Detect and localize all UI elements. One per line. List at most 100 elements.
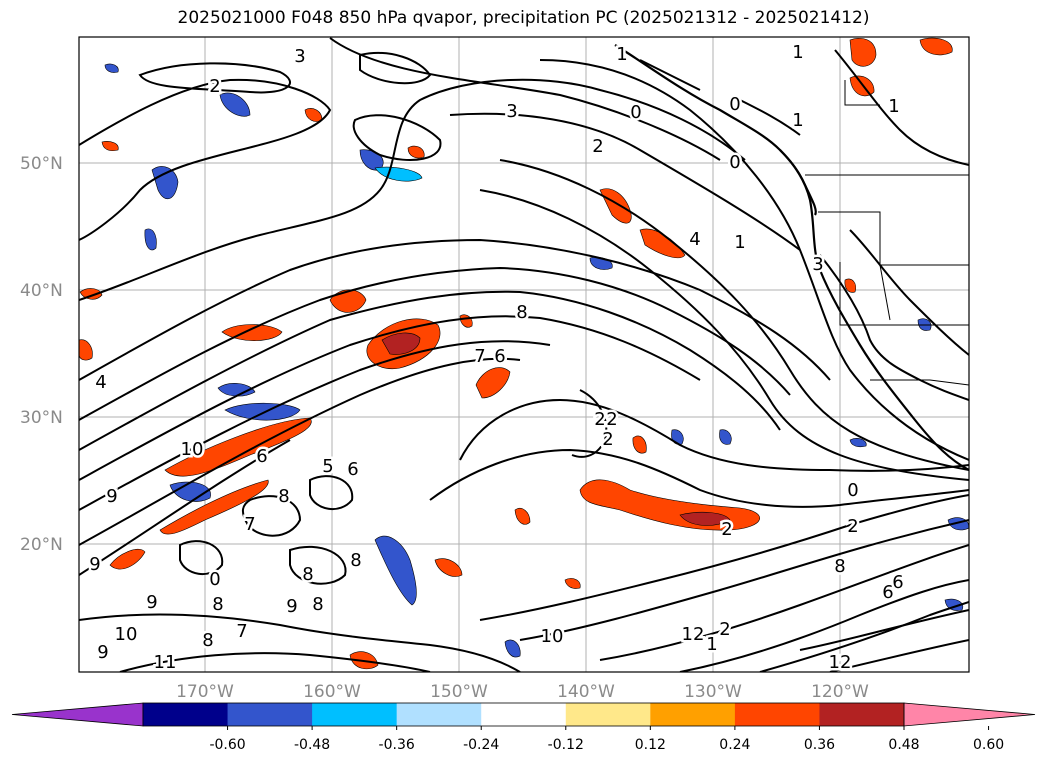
precip-blob (109, 548, 146, 570)
contour-label-halo: 7 (474, 346, 485, 367)
contour-label-halo: 12 (682, 624, 705, 645)
colorbar-extend-low (11, 702, 144, 727)
contour-label-halo: 9 (106, 486, 117, 507)
contour-label-halo: 0 (847, 480, 858, 501)
contour-line (359, 51, 432, 85)
colorbar-segment (312, 703, 398, 726)
colorbar-segment (650, 703, 736, 726)
precip-blob (151, 166, 179, 200)
colorbar-tick-label: 0.12 (635, 737, 666, 753)
contour-label-halo: 8 (516, 302, 527, 323)
contour-label-halo: 2 (721, 519, 732, 540)
precip-blob (374, 535, 417, 606)
map-area (79, 37, 969, 672)
contour-label: 0 (729, 94, 740, 115)
contour-line (79, 78, 332, 241)
contour-label: 4 (689, 229, 700, 250)
state-border (879, 264, 891, 321)
contour-label-halo: 9 (89, 554, 100, 575)
contour-line (329, 37, 721, 161)
precip-blob (434, 558, 463, 577)
precip-band (159, 479, 269, 535)
contour-label-halo: 0 (729, 152, 740, 173)
colorbar-segment (734, 703, 820, 726)
contour-label-halo: 2 (602, 429, 613, 450)
state-border (839, 262, 969, 326)
precip-blob (679, 511, 731, 526)
contour-line (119, 652, 431, 672)
map-frame (78, 36, 970, 673)
contour-line (79, 238, 831, 381)
contour-label-halo: 4 (95, 372, 106, 393)
contour-label: 1 (888, 96, 899, 117)
contour-label-halo: 2 (719, 619, 730, 640)
contour-label: 2 (719, 619, 730, 640)
contour-label: 8 (834, 556, 845, 577)
contour-label: 12 (682, 624, 705, 645)
contour-label: 1 (734, 232, 745, 253)
precip-blob (719, 429, 732, 445)
contour-label: 10 (181, 439, 204, 460)
contour-label-halo: 1 (616, 44, 627, 65)
colorbar-segment (227, 703, 313, 726)
contour-line (829, 639, 969, 672)
colorbar-segment (819, 703, 905, 726)
contour-line (352, 114, 442, 161)
contour-label-halo: 7 (244, 514, 255, 535)
contour-label-halo: 10 (541, 626, 564, 647)
contour-label: 2 (847, 516, 858, 537)
contour-label-halo: 9 (97, 642, 108, 663)
precip-blob (144, 228, 157, 251)
contour-line (679, 579, 969, 672)
contour-label-halo: 6 (347, 459, 358, 480)
contour-label: 5 (322, 456, 333, 477)
contour-label: 9 (89, 554, 100, 575)
contour-label-halo: 6 (494, 346, 505, 367)
colorbar-tick-label: -0.60 (209, 737, 245, 753)
contour-label-halo: 12 (829, 652, 852, 673)
contour-line (834, 49, 969, 166)
contour-label-halo: 2 (606, 409, 617, 430)
lon-label-140w: 140°W (557, 682, 615, 702)
contour-label-halo: 2 (594, 409, 605, 430)
colorbar-segment (143, 703, 229, 726)
contour-line (289, 545, 347, 585)
precip-blob (329, 289, 367, 313)
contour-label: 8 (516, 302, 527, 323)
precip-blob (104, 63, 119, 73)
contour-line (79, 357, 521, 546)
contour-label: 2 (606, 409, 617, 430)
contour-label: 2 (602, 429, 613, 450)
contour-line (539, 59, 969, 461)
contour-line (309, 475, 354, 510)
contour-label-halo: 6 (256, 446, 267, 467)
contour-label-halo: 1 (888, 96, 899, 117)
precip-positive-areas (79, 37, 953, 670)
contour-label-halo: 8 (202, 630, 213, 651)
contour-label: 0 (630, 102, 641, 123)
contour-line (138, 62, 291, 94)
contour-line (79, 315, 701, 481)
precip-blob (217, 383, 256, 397)
contour-label-halo: 4 (689, 229, 700, 250)
contour-label-halo: 6 (892, 572, 903, 593)
precip-blob (381, 332, 421, 355)
contour-label-halo: 3 (294, 46, 305, 67)
contour-label: 2 (721, 519, 732, 540)
contour-label: 8 (302, 564, 313, 585)
precip-blob (849, 37, 877, 67)
precip-blob (844, 278, 857, 293)
precip-blob (475, 367, 511, 399)
colorbar-tick-label: -0.24 (463, 737, 499, 753)
contour-line (79, 290, 781, 451)
contour-label: 3 (294, 46, 305, 67)
colorbar-tick-label: 0.48 (888, 737, 919, 753)
contour-label: 9 (97, 642, 108, 663)
contour-label: 6 (892, 572, 903, 593)
contour-line (799, 609, 969, 651)
contour-label: 6 (882, 582, 893, 603)
contour-label-halo: 0 (630, 102, 641, 123)
precip-blob (639, 228, 686, 259)
contour-label: 1 (792, 110, 803, 131)
